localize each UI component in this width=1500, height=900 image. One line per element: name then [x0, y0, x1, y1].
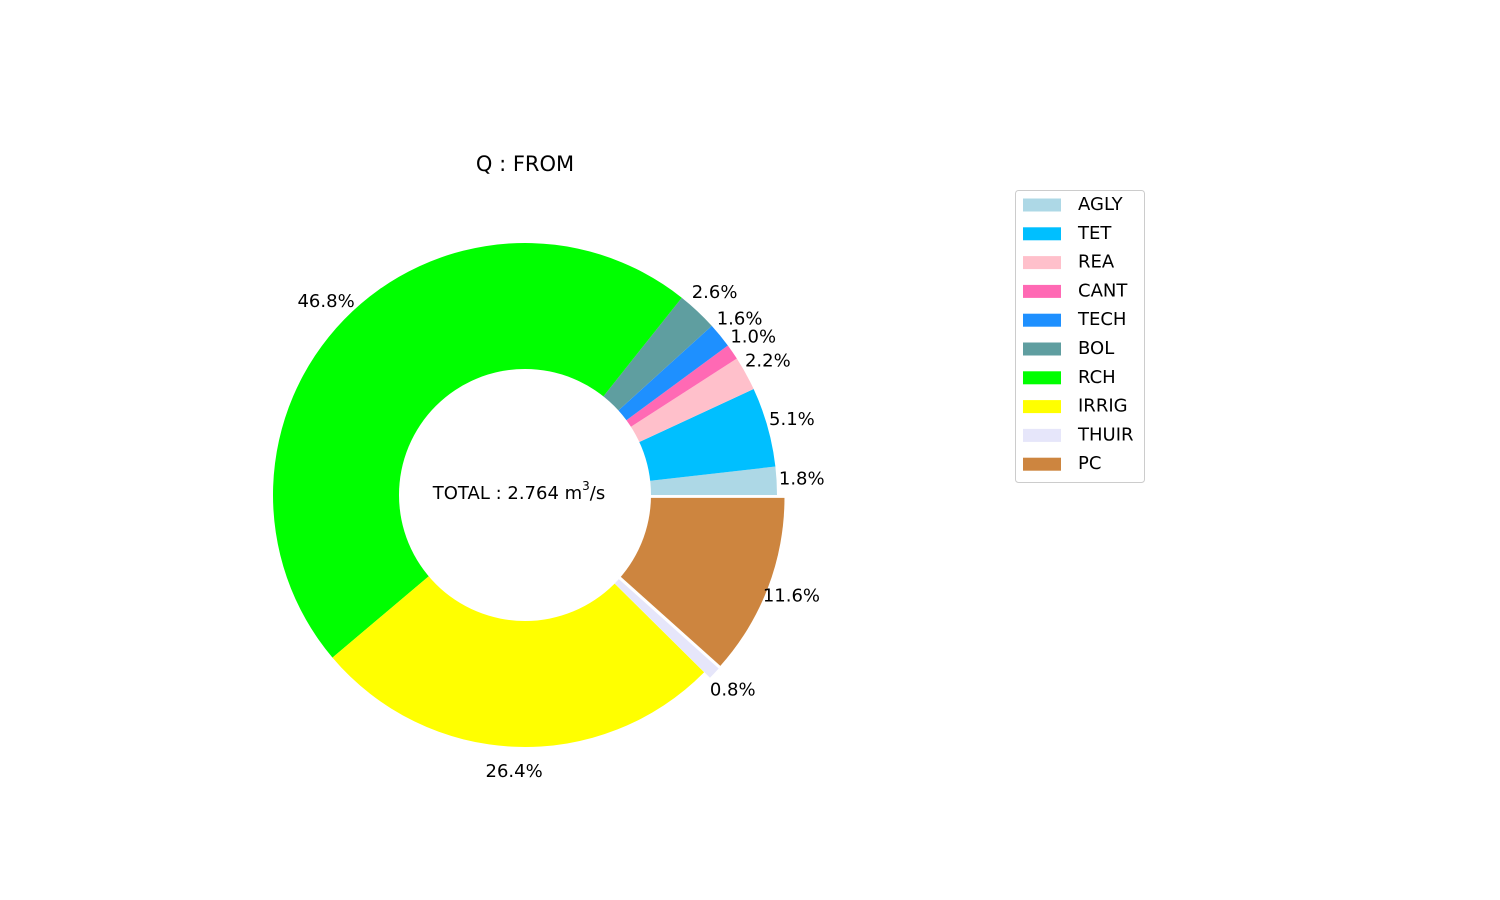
total-label-superscript: 3 [582, 479, 590, 493]
percent-label-pc: 11.6% [763, 586, 820, 607]
legend: AGLY TET REA CANT TECH BOL RCH IRRIG THUIR PC [1015, 190, 1145, 483]
legend-swatch-agly [1023, 198, 1061, 212]
slice-irrig [332, 495, 705, 747]
percent-label-rch: 46.8% [297, 291, 354, 312]
total-label-suffix: /s [590, 483, 605, 504]
legend-label-pc: PC [1078, 453, 1101, 474]
percent-label-irrig: 26.4% [486, 761, 543, 782]
legend-label-cant: CANT [1078, 280, 1128, 301]
legend-swatch-rea [1023, 256, 1061, 270]
total-label-prefix: TOTAL : 2.764 m [432, 483, 582, 504]
legend-label-thuir: THUIR [1077, 424, 1134, 445]
legend-swatch-cant [1023, 284, 1061, 298]
legend-swatch-tet [1023, 227, 1061, 241]
legend-swatch-irrig [1023, 400, 1061, 414]
donut-hole [399, 369, 651, 621]
percent-label-bol: 2.6% [692, 282, 738, 303]
percent-label-cant: 1.0% [730, 327, 776, 348]
percent-label-rea: 2.2% [745, 350, 791, 371]
legend-label-tech: TECH [1077, 309, 1126, 330]
legend-label-bol: BOL [1078, 338, 1114, 359]
legend-label-rea: REA [1078, 252, 1115, 273]
percent-label-tech: 1.6% [717, 309, 763, 330]
percent-label-tet: 5.1% [769, 409, 815, 430]
chart-title: Q : FROM [476, 152, 574, 176]
percent-label-agly: 1.8% [779, 468, 825, 489]
percent-label-thuir: 0.8% [710, 679, 756, 700]
total-label: TOTAL : 2.764 m3/s [432, 479, 606, 505]
legend-swatch-tech [1023, 313, 1061, 327]
legend-items: AGLY TET REA CANT TECH BOL RCH IRRIG THUIR PC [1023, 194, 1134, 474]
legend-swatch-rch [1023, 371, 1061, 385]
legend-swatch-pc [1023, 457, 1061, 471]
legend-label-tet: TET [1077, 223, 1112, 244]
percent-labels: 1.8% 5.1% 2.2%1.0%1.6% 2.6% 46.8% 26.4% 0.8% 11… [297, 282, 824, 782]
legend-label-irrig: IRRIG [1078, 396, 1128, 417]
legend-swatch-bol [1023, 342, 1061, 356]
legend-label-agly: AGLY [1078, 194, 1124, 215]
legend-swatch-thuir [1023, 428, 1061, 442]
legend-label-rch: RCH [1078, 367, 1116, 388]
